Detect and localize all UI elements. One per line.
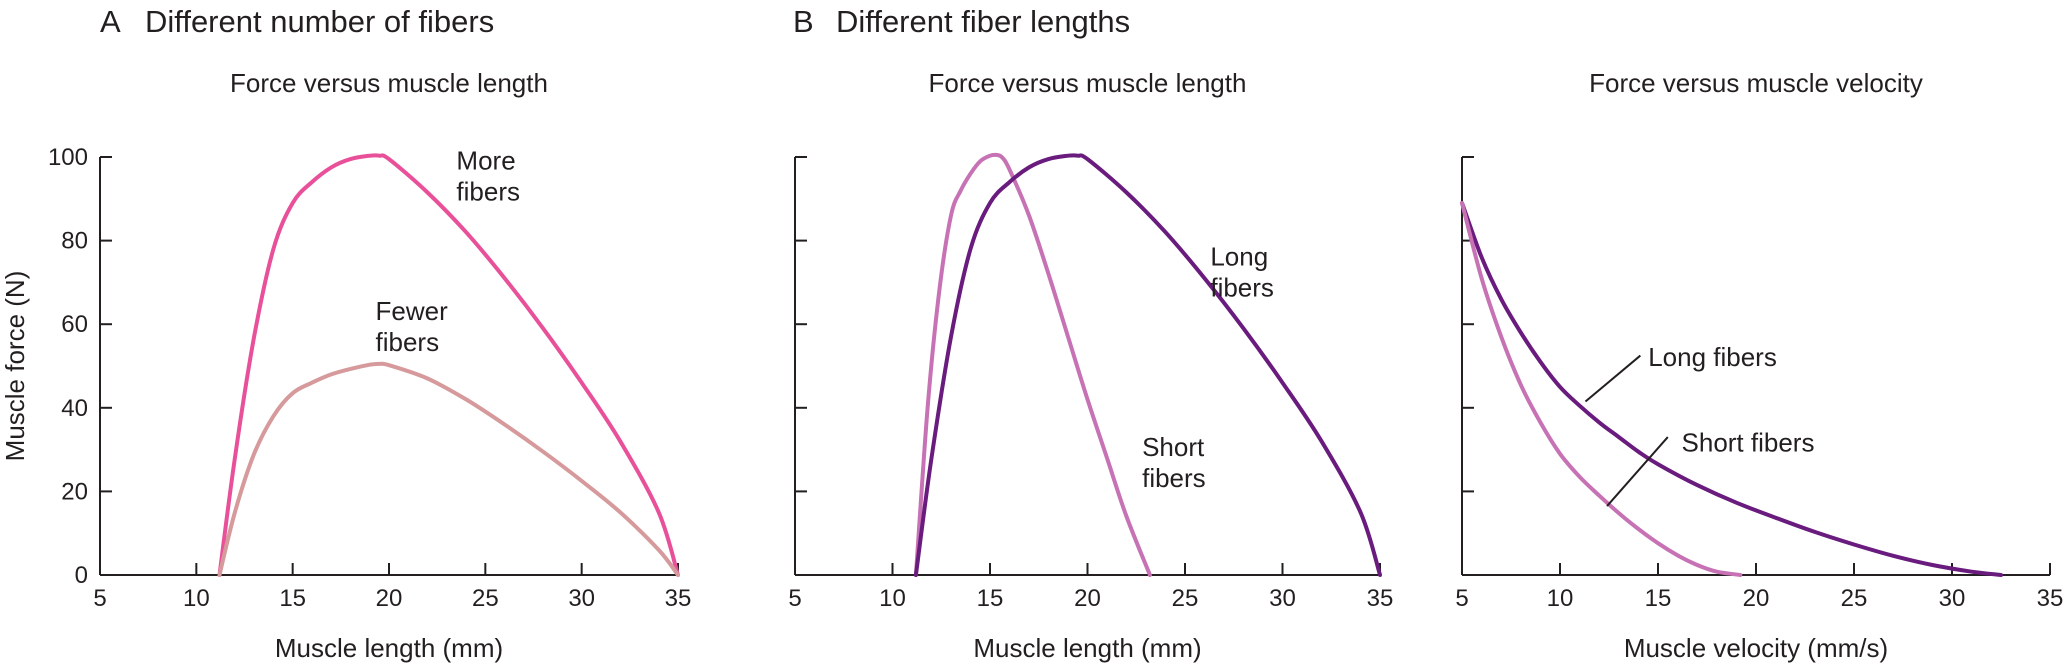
series-label: Long fibers — [1648, 342, 1777, 372]
chart-fibers-length-length: Force versus muscle length 5 10 15 20 25 30 35 M… — [788, 68, 1393, 663]
x-tick-label: 20 — [1074, 585, 1101, 612]
series-line-long-fibers — [1460, 201, 2003, 577]
panel-a-heading: Different number of fibers — [145, 4, 494, 39]
chart-title: Force versus muscle length — [230, 68, 548, 98]
chart-title: Force versus muscle length — [929, 68, 1247, 98]
x-tick-label: 25 — [1172, 585, 1199, 612]
panel-a-letter: A — [100, 4, 121, 39]
x-tick-label: 30 — [1939, 585, 1966, 612]
x-tick-label: 15 — [977, 585, 1004, 612]
chart-fibers-length-velocity: Force versus muscle velocity 5 10 15 20 25 30 3… — [1455, 68, 2063, 663]
x-axis-label: Muscle length (mm) — [973, 633, 1201, 663]
x-tick-label: 10 — [1547, 585, 1574, 612]
y-tick-label: 60 — [61, 311, 88, 338]
series-line-more-fibers — [217, 153, 680, 577]
chart-fibers-number-length: Force versus muscle length 5 10 15 20 25 30 35 0… — [0, 68, 691, 663]
x-axis-label: Muscle length (mm) — [275, 633, 503, 663]
x-tick-label: 20 — [376, 585, 403, 612]
x-tick-label: 35 — [1367, 585, 1394, 612]
y-tick-label: 100 — [48, 144, 88, 171]
leader-line — [1584, 354, 1642, 403]
x-tick-label: 30 — [1269, 585, 1296, 612]
x-tick-label: 25 — [1841, 585, 1868, 612]
x-tick-label: 15 — [1645, 585, 1672, 612]
series-line-long-fibers — [913, 153, 1382, 577]
chart-title: Force versus muscle velocity — [1589, 68, 1923, 98]
y-tick-label: 80 — [61, 228, 88, 255]
series-line-fewer-fibers — [217, 361, 680, 577]
x-tick-label: 20 — [1743, 585, 1770, 612]
x-tick-label: 5 — [788, 585, 801, 612]
x-axis-label: Muscle velocity (mm/s) — [1624, 633, 1888, 663]
x-tick-label: 35 — [2037, 585, 2064, 612]
panel-b-letter: B — [793, 4, 814, 39]
x-tick-label: 10 — [183, 585, 210, 612]
series-label: Short fibers — [1682, 428, 1815, 458]
x-tick-label: 10 — [879, 585, 906, 612]
x-tick-label: 5 — [93, 585, 106, 612]
y-tick-label: 40 — [61, 395, 88, 422]
panel-b-heading: Different fiber lengths — [836, 4, 1130, 39]
series-label: More fibers — [456, 146, 520, 207]
series-line-short-fibers — [1460, 201, 1743, 577]
series-label: Long fibers — [1210, 242, 1274, 303]
series-label: Fewer fibers — [376, 296, 449, 357]
x-tick-label: 35 — [665, 585, 692, 612]
series-label: Short fibers — [1142, 432, 1206, 493]
y-tick-label: 0 — [75, 562, 88, 589]
x-tick-label: 5 — [1455, 585, 1468, 612]
y-tick-label: 20 — [61, 478, 88, 505]
x-tick-label: 30 — [568, 585, 595, 612]
y-axis-label: Muscle force (N) — [0, 271, 30, 462]
x-tick-label: 25 — [472, 585, 499, 612]
leader-line — [1606, 436, 1669, 507]
series-line-short-fibers — [913, 152, 1152, 577]
x-tick-label: 15 — [279, 585, 306, 612]
